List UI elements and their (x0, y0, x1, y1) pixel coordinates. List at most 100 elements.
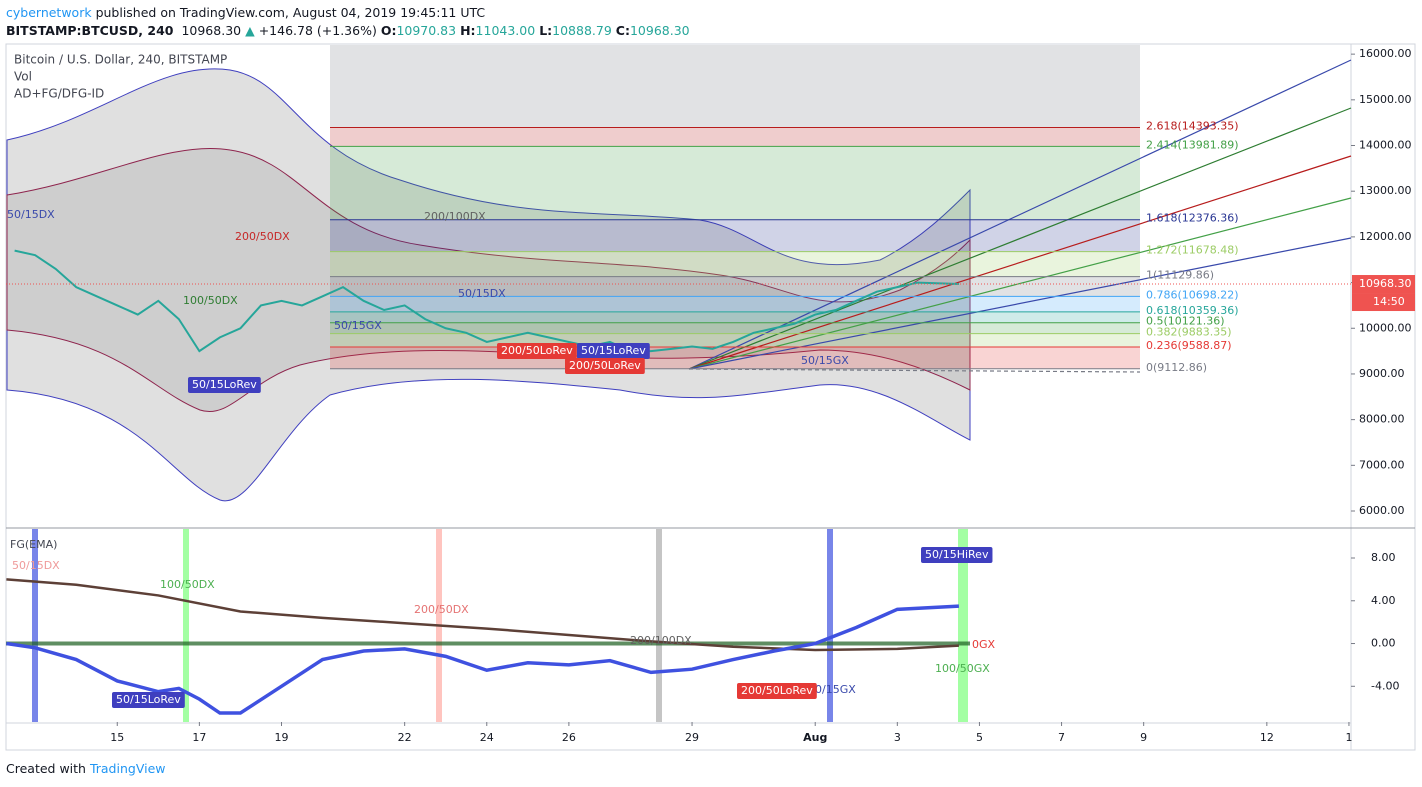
signal-label: 50/15LoRev (581, 344, 646, 357)
y-tick-label: 4.00 (1371, 594, 1396, 607)
legend-item: AD+FG/DFG-ID (14, 87, 104, 101)
fib-label: 0.236(9588.87) (1146, 339, 1232, 352)
signal-box (921, 547, 993, 563)
y-tick-label: 8.00 (1371, 551, 1396, 564)
up-arrow: ▲ (245, 23, 255, 38)
fib-label: 1.618(12376.36) (1146, 212, 1239, 225)
annotation: 200/50DX (235, 230, 290, 243)
publisher[interactable]: cybernetwork (6, 5, 92, 20)
signal-label: 50/15LoRev (116, 693, 181, 706)
inner-band (6, 147, 971, 413)
annotation: 50/15DX (7, 208, 55, 221)
fib-label: 0.382(9883.35) (1146, 326, 1232, 339)
signal-bar (183, 529, 189, 722)
fib-label: 0(9112.86) (1146, 361, 1207, 374)
y-tick-label: 14000.00 (1359, 139, 1412, 152)
signal-bar (958, 529, 968, 722)
price-tag (1352, 275, 1415, 294)
fib-zone (330, 251, 1140, 277)
fib-label: 0.5(10121.36) (1146, 315, 1225, 328)
x-tick-label: 17 (192, 731, 206, 744)
y-tick-label: 16000.00 (1359, 47, 1412, 60)
close: 10968.30 (629, 23, 690, 38)
signal-box (565, 358, 645, 374)
x-tick-label: 22 (398, 731, 412, 744)
y-tick-label: 15000.00 (1359, 93, 1412, 106)
annotation: 50/15DX (458, 287, 506, 300)
c-label: C: (615, 23, 630, 38)
x-tick-label: 29 (685, 731, 699, 744)
fib-label: 2.618(14393.35) (1146, 120, 1239, 133)
fib-label: 1(11129.86) (1146, 269, 1214, 282)
fib-label: 2.414(13981.89) (1146, 138, 1239, 151)
fib-label: 0.618(10359.36) (1146, 304, 1239, 317)
signal-label: 200/50LoRev (501, 344, 573, 357)
annotation: 50/15GX (801, 354, 849, 367)
fib-zone (330, 219, 1140, 252)
annotation: 200/100DX (424, 210, 486, 223)
h-label: H: (460, 23, 476, 38)
y-tick-label: 7000.00 (1359, 458, 1405, 471)
annotation: 0GX (972, 638, 996, 651)
signal-box (577, 343, 650, 359)
signal-bar (656, 529, 662, 722)
l-label: L: (539, 23, 553, 38)
fib-label: 1.272(11678.48) (1146, 244, 1239, 257)
x-tick-label: 15 (110, 731, 124, 744)
high: 11043.00 (475, 23, 536, 38)
fan (688, 59, 1352, 373)
fan-line (688, 59, 1352, 370)
frame (5, 43, 1416, 751)
signal-bar (827, 529, 833, 722)
countdown-tag (1352, 293, 1415, 312)
y-tick-label: 12000.00 (1359, 230, 1412, 243)
x-tick-label: 9 (1140, 731, 1147, 744)
signal-box (188, 377, 261, 393)
x-tick-label: 5 (976, 731, 983, 744)
series-line (6, 604, 960, 715)
fib-zone (330, 296, 1140, 312)
signal-label: 200/50LoRev (569, 359, 641, 372)
pane-title: FG(EMA) (10, 538, 57, 551)
price: 10968.30 (181, 23, 242, 38)
fan-line (688, 197, 1352, 370)
signal-bar (32, 529, 38, 722)
countdown-label: 14:50 (1373, 295, 1405, 308)
signal-box (737, 683, 817, 699)
fib-zone (330, 45, 1140, 128)
x-tick-label: 12 (1260, 731, 1274, 744)
legend-item: Vol (14, 70, 32, 84)
signal-box (112, 692, 185, 708)
series-line (14, 249, 959, 353)
fib-zone (330, 276, 1140, 297)
header: cybernetwork published on TradingView.co… (6, 4, 690, 40)
x-tick-label: 19 (274, 731, 288, 744)
y-tick-label: -4.00 (1371, 679, 1399, 692)
fib-zone (330, 146, 1140, 220)
x-tick-label: 26 (562, 731, 576, 744)
fib-zone (330, 311, 1140, 323)
legend-item: Bitcoin / U.S. Dollar, 240, BITSTAMP (14, 53, 227, 67)
y-tick-label: 10000.00 (1359, 321, 1412, 334)
brand[interactable]: TradingView (89, 761, 166, 776)
annotation: 100/50GX (935, 662, 990, 675)
fib-zone (330, 322, 1140, 334)
x-tick-label: 7 (1058, 731, 1065, 744)
annotation: 200/50DX (414, 603, 469, 616)
y-tick-label: 0.00 (1371, 637, 1396, 650)
x-tick-label: 3 (894, 731, 901, 744)
signal-label: 50/15LoRev (192, 378, 257, 391)
annotation: 50/15DX (12, 559, 60, 572)
annotation: 100/50DX (183, 294, 238, 307)
fib-zone (330, 127, 1140, 147)
open: 10970.83 (396, 23, 457, 38)
change: +146.78 (+1.36%) (258, 23, 377, 38)
series-line (6, 578, 959, 652)
y-tick-label: 8000.00 (1359, 413, 1405, 426)
y-tick-label: 6000.00 (1359, 504, 1405, 517)
footer: Created with TradingView (6, 761, 165, 776)
low: 10888.79 (552, 23, 612, 38)
fib-label: 0.786(10698.22) (1146, 288, 1239, 301)
